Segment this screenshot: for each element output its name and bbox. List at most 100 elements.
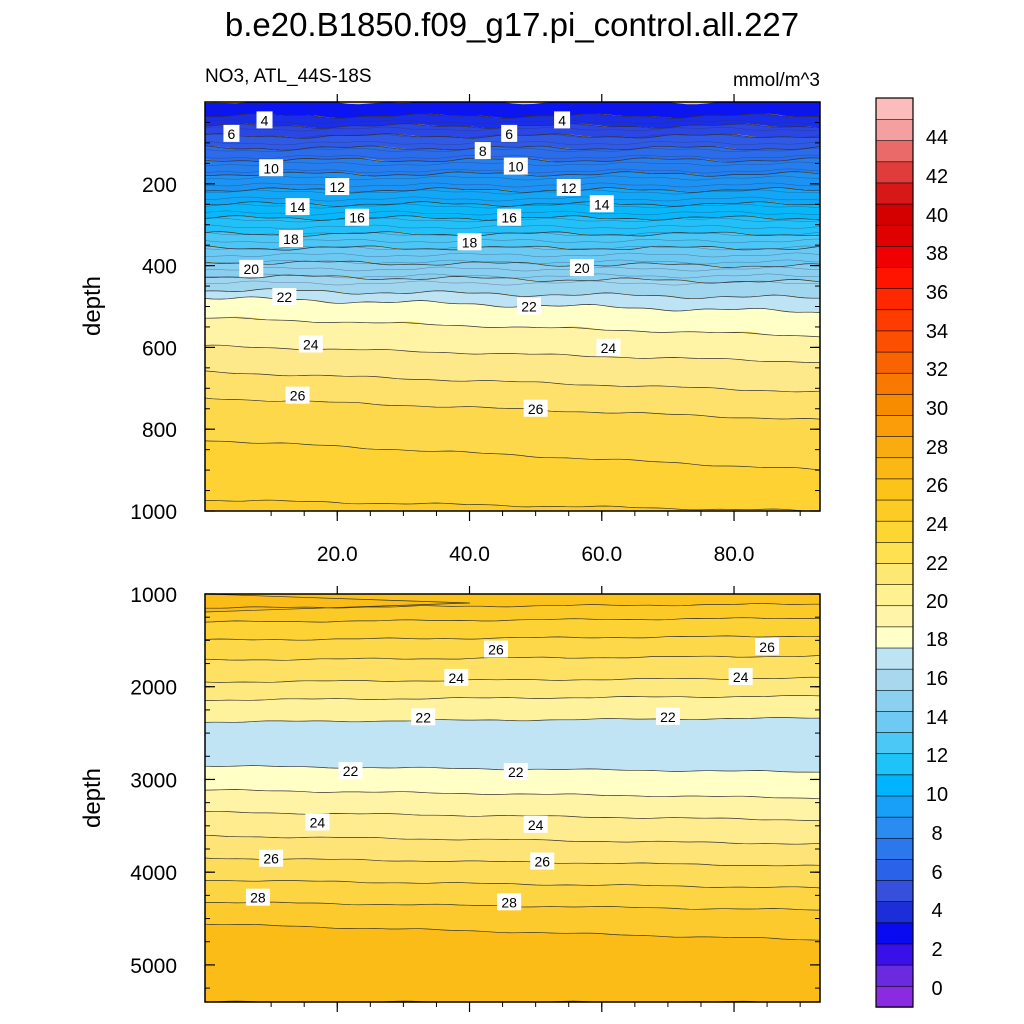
contour-band: [205, 789, 820, 821]
contour-label-box: [755, 637, 780, 655]
contour-label-text: 18: [283, 231, 299, 247]
contour-label: 26: [285, 386, 310, 404]
contour-label-box: [345, 208, 370, 226]
contour-line: [205, 317, 820, 338]
colorbar-swatch: [875, 583, 914, 607]
contour-label: 10: [503, 157, 528, 175]
colorbar-swatch: [875, 351, 914, 374]
contour-label-text: 6: [228, 126, 236, 142]
colorbar-swatch: [875, 287, 914, 311]
contour-line: [205, 440, 820, 471]
lower-plot-frame: [204, 593, 821, 1003]
contour-label: 16: [345, 208, 370, 226]
contour-line: [205, 252, 820, 258]
units-label: mmol/m^3: [733, 70, 820, 91]
contour-label-box: [305, 813, 330, 831]
colorbar-label: 30: [926, 398, 948, 420]
contour-label-text: 22: [660, 709, 676, 725]
contour-label-box: [589, 195, 614, 213]
contour-label-box: [259, 159, 284, 177]
contour-label-box: [523, 815, 548, 833]
contour-label-box: [256, 111, 273, 129]
contour-label-text: 28: [501, 894, 517, 910]
contour-label-box: [483, 640, 508, 658]
contour-label: 24: [305, 813, 330, 831]
contour-band: [205, 811, 820, 845]
contour-label: 12: [325, 178, 350, 196]
colorbar-label: 8: [931, 823, 942, 845]
contour-line: [205, 273, 820, 279]
contour-band: [205, 261, 820, 284]
colorbar-swatch: [875, 647, 914, 670]
contour-label: 14: [285, 198, 310, 216]
contour-line: [205, 113, 820, 119]
contour-label-text: 10: [263, 160, 279, 176]
contour-label-box: [444, 668, 469, 686]
contour-label-text: 26: [534, 854, 550, 870]
lower-contour-labels: 26 24 22 22 24 26 28 22 24 26 28 22 26 24: [245, 637, 780, 911]
colorbar-label: 34: [926, 321, 948, 343]
contour-label: 24: [523, 815, 548, 833]
colorbar-frame: [875, 97, 914, 1008]
contour-band: [205, 902, 820, 941]
colorbar-swatch: [875, 372, 914, 395]
contour-label: 22: [338, 762, 363, 780]
contour-label: 6: [501, 124, 518, 142]
colorbar-label: 0: [931, 978, 942, 1000]
contour-label-text: 24: [733, 669, 749, 685]
colorbar-swatch: [875, 330, 914, 353]
contour-label: 22: [411, 708, 436, 726]
colorbar-swatch: [875, 689, 914, 712]
colorbar-label: 14: [926, 707, 948, 729]
contour-band: [205, 603, 820, 623]
contour-label: 22: [272, 288, 297, 306]
colorbar-label: 18: [926, 629, 948, 651]
contour-band: [205, 924, 820, 1002]
contour-band: [205, 717, 820, 773]
x-tick-label: 60.0: [581, 543, 622, 566]
contour-line: [205, 231, 820, 237]
contour-label-box: [285, 198, 310, 216]
contour-band: [205, 858, 820, 888]
contour-label-text: 22: [521, 299, 537, 315]
contour-label-box: [298, 335, 323, 353]
contour-label-text: 26: [290, 388, 306, 404]
colorbar-label: 22: [926, 553, 948, 575]
contour-label-text: 28: [250, 890, 266, 906]
colorbar-swatch: [875, 161, 914, 184]
contour-label-text: 20: [244, 261, 260, 277]
colorbar-swatch: [875, 435, 914, 459]
contour-label-text: 20: [574, 260, 590, 276]
contour-label-box: [497, 893, 522, 911]
lower-axes: 1000 2000 3000 4000 5000: [130, 584, 820, 1012]
colorbar-swatch: [875, 985, 914, 1008]
colorbar-label: 38: [926, 243, 948, 265]
contour-label-box: [245, 888, 270, 906]
contour-line: [205, 140, 820, 146]
contour-label-box: [411, 708, 436, 726]
contour-line: [205, 266, 820, 272]
contour-label-text: 26: [263, 851, 279, 867]
colorbar-swatch: [875, 414, 914, 437]
contour-band: [208, 1001, 763, 1002]
x-tick-label: 40.0: [449, 543, 490, 566]
contour-label: 8: [474, 142, 491, 160]
y-tick-label: 1000: [130, 501, 177, 524]
contour-label-box: [655, 707, 680, 725]
contour-band: [205, 171, 820, 193]
contour-line: [205, 231, 820, 237]
y-tick-label: 2000: [130, 677, 177, 700]
contour-label: 4: [554, 111, 571, 129]
contour-label-box: [501, 124, 518, 142]
lower-ylabel: depth: [79, 768, 106, 828]
contour-band: [205, 345, 820, 392]
contour-label-text: 14: [290, 199, 306, 215]
contour-line: [205, 296, 820, 313]
contour-line: [205, 280, 820, 286]
y-tick-label: 800: [142, 419, 177, 442]
contour-line: [205, 923, 820, 941]
contour-line: [205, 245, 820, 251]
contour-label-text: 6: [505, 126, 513, 142]
contour-label: 26: [259, 849, 284, 867]
